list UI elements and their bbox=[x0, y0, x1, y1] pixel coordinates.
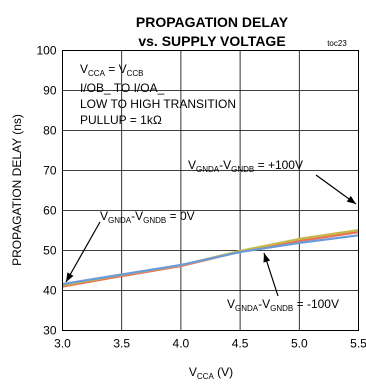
x-tick-label: 3.0 bbox=[54, 337, 71, 351]
x-axis-label: VCCA (V) bbox=[189, 365, 233, 381]
y-tick-label: 40 bbox=[43, 284, 57, 298]
arrow-plus100v bbox=[315, 174, 357, 205]
condition-transition: LOW TO HIGH TRANSITION bbox=[80, 97, 236, 111]
y-tick-label: 70 bbox=[43, 164, 57, 178]
y-tick-label: 60 bbox=[43, 204, 57, 218]
condition-vcc: VCCA = VCCB bbox=[80, 62, 143, 78]
condition-pullup: PULLUP = 1kΩ bbox=[80, 113, 162, 127]
x-tick-label: 5.5 bbox=[350, 337, 366, 351]
annotation-0v: VGNDA-VGNDB = 0V bbox=[100, 209, 195, 225]
chart-title: PROPAGATION DELAY bbox=[136, 14, 289, 30]
arrow-0v bbox=[65, 221, 101, 283]
plot-frame bbox=[62, 50, 359, 331]
y-tick-label: 80 bbox=[43, 124, 57, 138]
y-tick-labels: 30 40 50 60 70 80 90 100 bbox=[36, 44, 56, 338]
x-tick-label: 3.5 bbox=[113, 337, 130, 351]
annotation-arrows bbox=[65, 174, 357, 297]
test-conditions: VCCA = VCCB I/OB_ TO I/OA_ LOW TO HIGH T… bbox=[80, 62, 236, 127]
y-tick-label: 90 bbox=[43, 84, 57, 98]
annotation-plus100v: VGNDA-VGNDB = +100V bbox=[188, 158, 303, 174]
chart-subtitle: vs. SUPPLY VOLTAGE bbox=[138, 33, 285, 49]
y-tick-label: 100 bbox=[36, 44, 56, 58]
figure-id: toc23 bbox=[327, 39, 347, 48]
series-lines bbox=[62, 229, 359, 288]
series-line-2 bbox=[62, 234, 359, 286]
x-tick-label: 4.0 bbox=[173, 337, 190, 351]
annotation-minus100v: VGNDA-VGNDB = -100V bbox=[227, 297, 339, 313]
y-tick-label: 50 bbox=[43, 244, 57, 258]
x-tick-labels: 3.0 3.5 4.0 4.5 5.0 5.5 bbox=[54, 337, 366, 351]
x-tick-label: 5.0 bbox=[291, 337, 308, 351]
y-tick-label: 30 bbox=[43, 324, 57, 338]
condition-direction: I/OB_ TO I/OA_ bbox=[80, 81, 165, 95]
x-tick-label: 4.5 bbox=[232, 337, 249, 351]
y-axis-label: PROPAGATION DELAY (ns) bbox=[10, 114, 24, 266]
arrow-minus100v bbox=[263, 252, 279, 297]
